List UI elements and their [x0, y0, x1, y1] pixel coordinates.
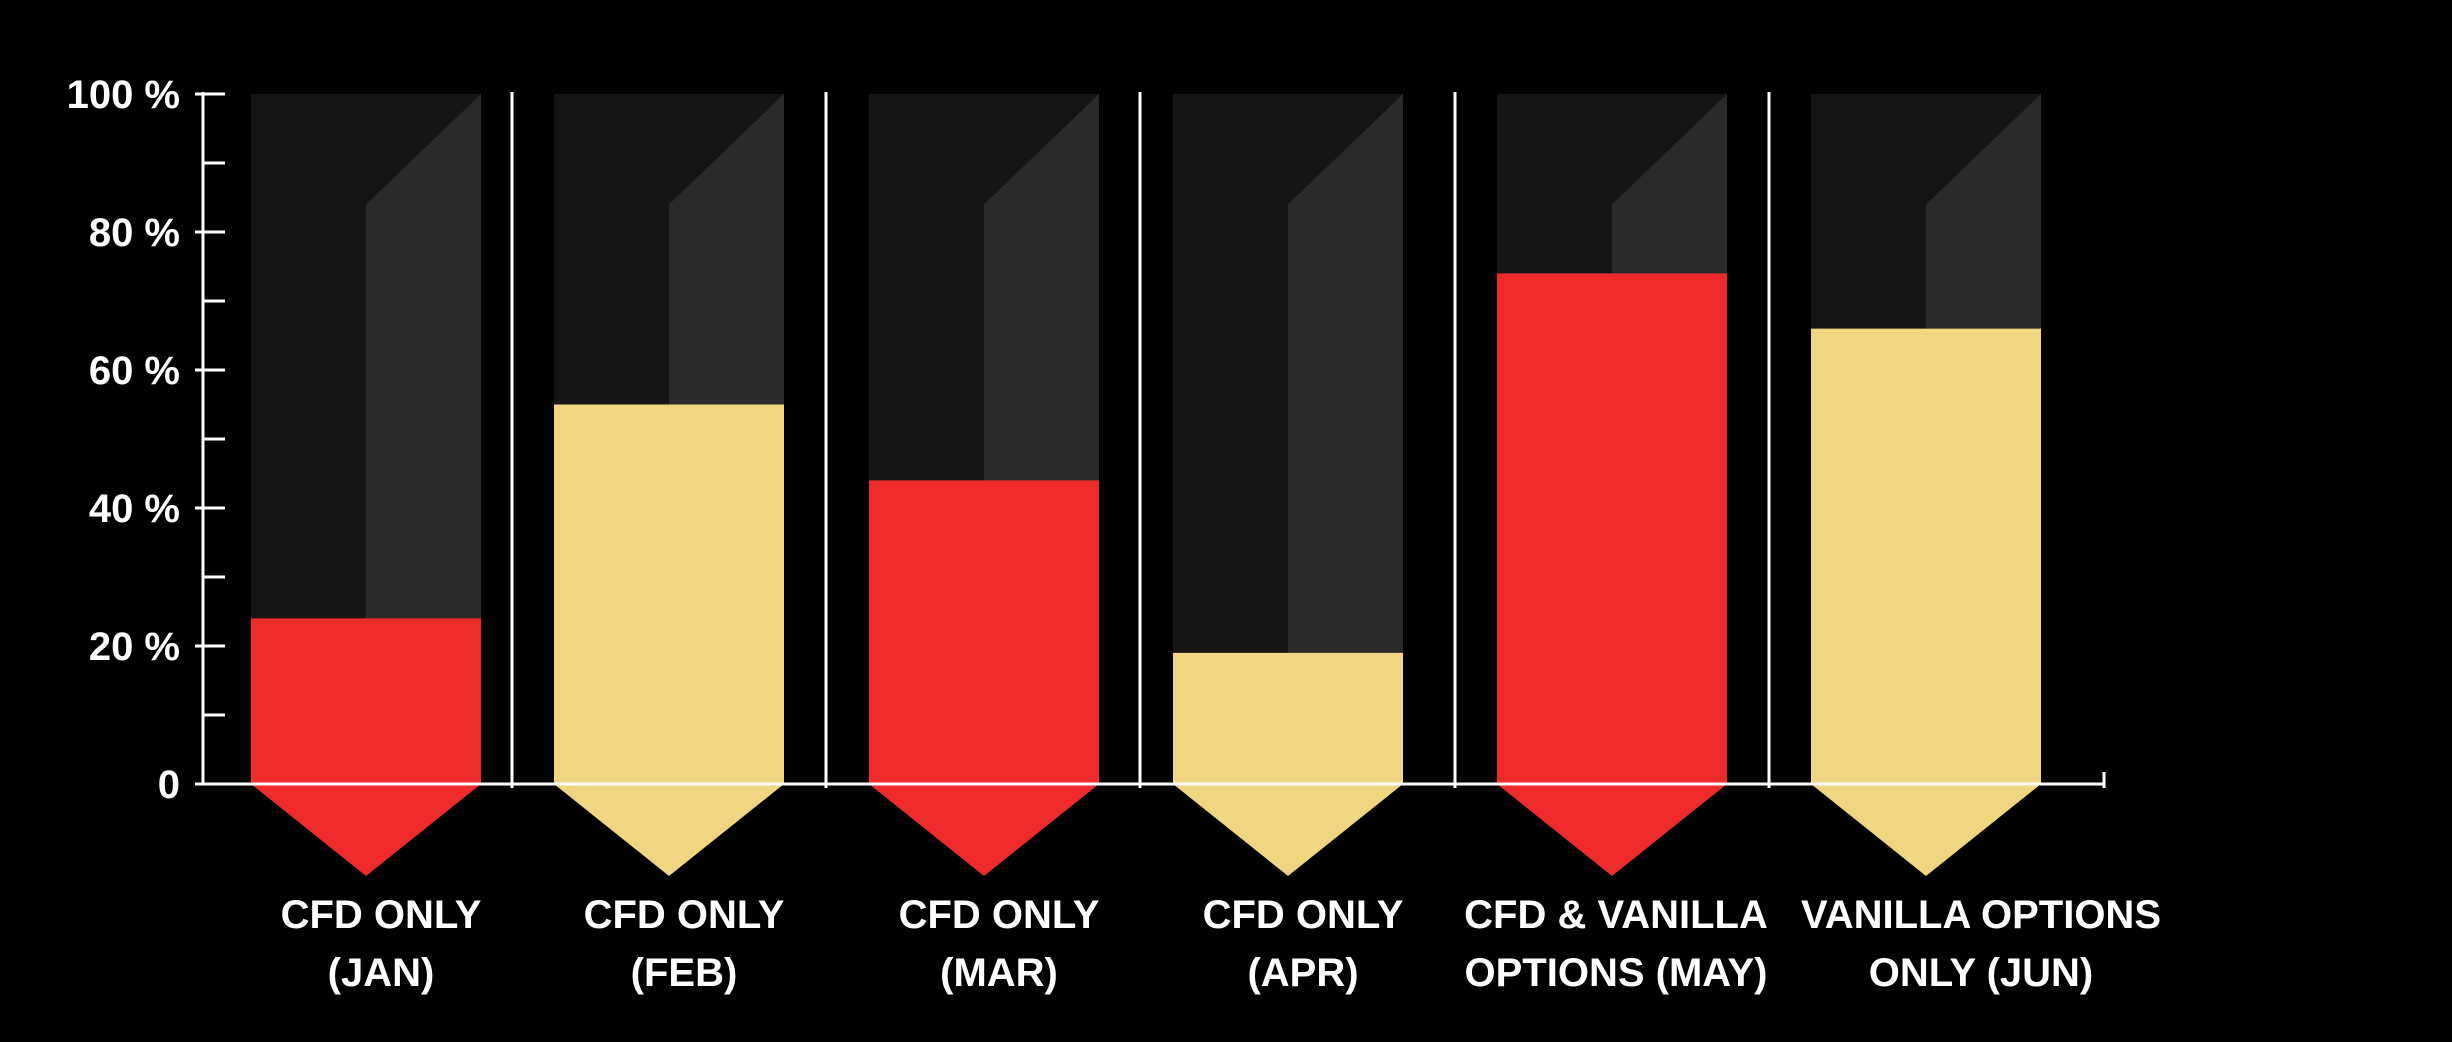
y-tick-label: 80 % — [89, 211, 180, 255]
category-label: CFD ONLY (JAN) — [281, 893, 482, 995]
bar-series — [251, 273, 2041, 877]
category-label: CFD ONLY (MAR) — [899, 893, 1100, 995]
category-label-line: CFD ONLY — [584, 893, 785, 937]
category-label-line: OPTIONS (MAY) — [1465, 951, 1768, 995]
category-label-line: VANILLA OPTIONS — [1801, 893, 2161, 937]
bar — [1497, 273, 1727, 876]
bar — [1811, 328, 2041, 877]
axes — [195, 92, 2106, 788]
bar-track-right — [366, 94, 481, 784]
bar-tracks — [251, 94, 2041, 784]
y-tick-label: 20 % — [89, 625, 180, 669]
category-label-line: CFD ONLY — [899, 893, 1100, 937]
category-label-line: (MAR) — [940, 951, 1058, 995]
category-label: CFD ONLY (FEB) — [584, 893, 785, 995]
bar-track-right — [1288, 94, 1403, 784]
category-label-line: (JAN) — [328, 951, 435, 995]
category-label-line: (FEB) — [631, 951, 738, 995]
category-label-line: CFD ONLY — [281, 893, 482, 937]
x-axis-category-labels: CFD ONLY (JAN)CFD ONLY (FEB)CFD ONLY (MAR)C… — [281, 893, 2161, 995]
bar — [869, 480, 1099, 876]
y-tick-label: 60 % — [89, 349, 180, 393]
category-label: CFD ONLY (APR) — [1203, 893, 1404, 995]
category-label-line: (APR) — [1247, 951, 1358, 995]
y-tick-label: 40 % — [89, 487, 180, 531]
category-label-line: CFD ONLY — [1203, 893, 1404, 937]
y-tick-label: 100 % — [67, 73, 180, 117]
y-axis-tick-labels: 0 20 % 40 % 60 % 80 % 100 % — [67, 73, 180, 807]
category-label: VANILLA OPTIONS ONLY (JUN) — [1801, 893, 2161, 995]
bar — [251, 618, 481, 876]
category-label-line: ONLY (JUN) — [1869, 951, 2094, 995]
category-label-line: CFD & VANILLA — [1464, 893, 1768, 937]
bar — [554, 404, 784, 876]
category-label: CFD & VANILLA OPTIONS (MAY) — [1464, 893, 1768, 995]
y-tick-label: 0 — [158, 763, 180, 807]
bar — [1173, 652, 1403, 876]
